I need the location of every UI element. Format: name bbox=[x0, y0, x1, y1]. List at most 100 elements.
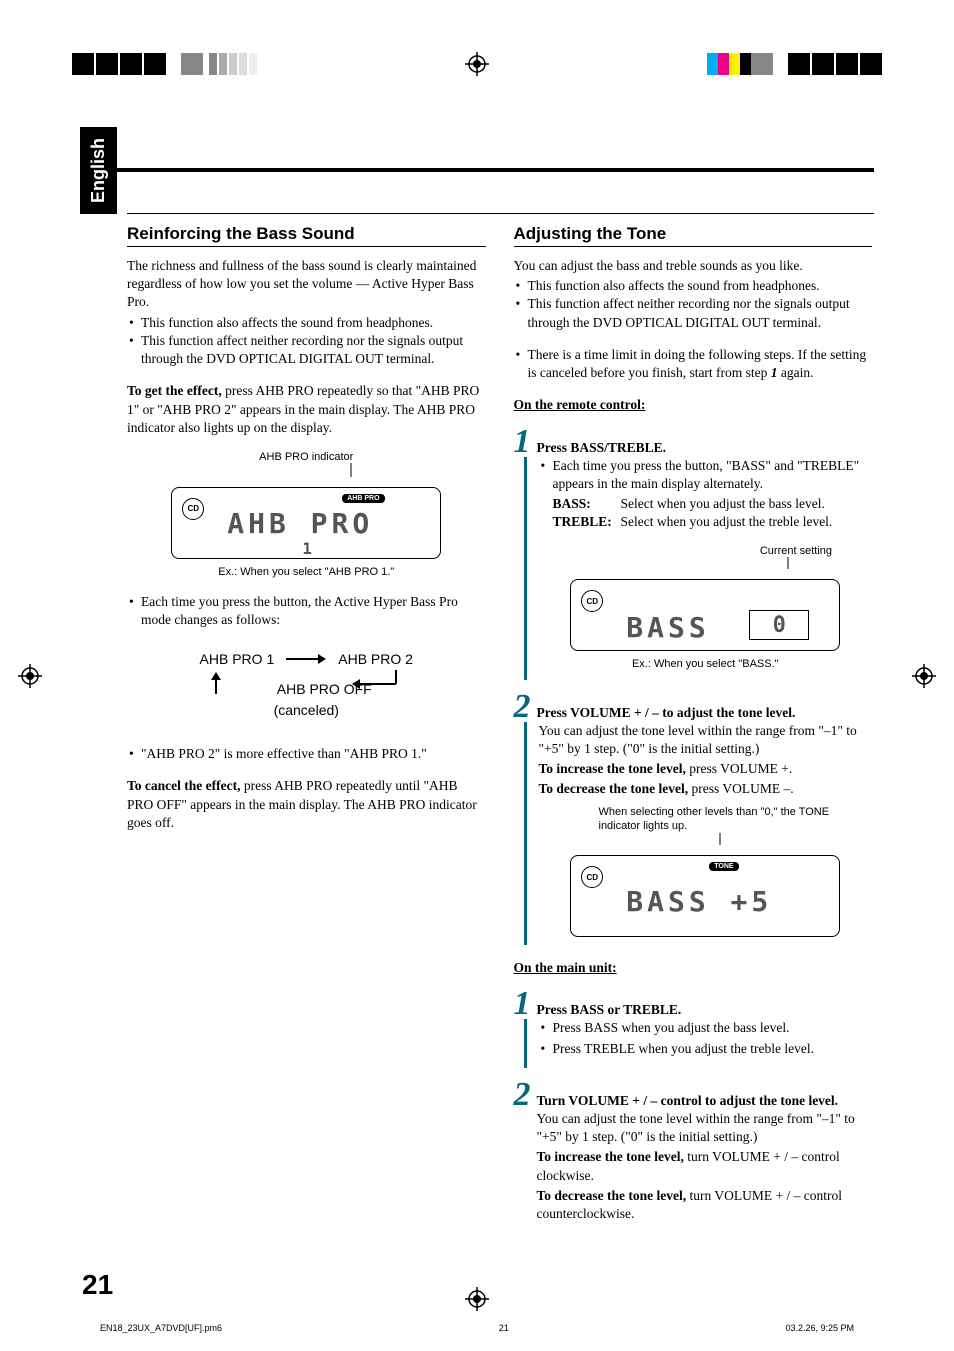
right-bullet-1: This function also affects the sound fro… bbox=[514, 277, 873, 295]
tone-indicator: TONE bbox=[709, 862, 738, 871]
footer-page: 21 bbox=[499, 1323, 509, 1333]
reg-left bbox=[0, 53, 257, 75]
flow-b: AHB PRO 2 bbox=[338, 648, 413, 670]
step2-body: You can adjust the tone level within the… bbox=[539, 722, 873, 758]
disp-cd-icon-2: CD bbox=[581, 590, 603, 612]
dec-body: press VOLUME –. bbox=[688, 781, 794, 796]
registration-target-left-icon bbox=[18, 664, 42, 688]
mstep1-bar: Press BASS when you adjust the bass leve… bbox=[524, 1019, 873, 1067]
left-bullet-2: This function affect neither recording n… bbox=[127, 332, 486, 368]
language-label: English bbox=[88, 138, 109, 203]
page-number: 21 bbox=[82, 1269, 113, 1301]
step2-bar: You can adjust the tone level within the… bbox=[524, 722, 873, 945]
left-bullet-1: This function also affects the sound fro… bbox=[127, 314, 486, 332]
content: Reinforcing the Bass Sound The richness … bbox=[127, 224, 872, 1225]
flow-a: AHB PRO 1 bbox=[200, 648, 275, 670]
mstep1-num: 1 bbox=[514, 985, 531, 1023]
disp-text-bass: BASS bbox=[626, 611, 709, 644]
mstep1-title: Press BASS or TREBLE. bbox=[537, 1001, 873, 1019]
registration-bar bbox=[0, 52, 954, 76]
right-bullets: This function also affects the sound fro… bbox=[514, 277, 873, 332]
right-bullet-2: This function affect neither recording n… bbox=[514, 295, 873, 331]
bass-label: BASS: bbox=[553, 495, 621, 513]
left-effect: To get the effect, press AHB PRO repeate… bbox=[127, 382, 486, 437]
display-ahb: CD AHB PRO AHB PRO 1 bbox=[171, 487, 441, 559]
current-setting-label: Current setting bbox=[539, 545, 873, 557]
cancel-text: To cancel the effect, press AHB PRO repe… bbox=[127, 777, 486, 832]
left-bullets: This function also affects the sound fro… bbox=[127, 314, 486, 369]
footer-date: 03.2.26, 9:25 PM bbox=[785, 1323, 854, 1333]
step2-title: Press VOLUME + / – to adjust the tone le… bbox=[537, 704, 873, 722]
press-note: Each time you press the button, the Acti… bbox=[127, 593, 486, 629]
disp-value-0: 0 bbox=[749, 610, 809, 640]
press-note-list: Each time you press the button, the Acti… bbox=[127, 593, 486, 629]
reg-right bbox=[707, 53, 954, 75]
disp-cd-icon-3: CD bbox=[581, 866, 603, 888]
step1-note: Each time you press the button, "BASS" a… bbox=[539, 457, 873, 493]
mstep1-row: 1 Press BASS or TREBLE. bbox=[514, 985, 873, 1023]
disp-text-ahb: AHB PRO bbox=[227, 507, 373, 540]
timelimit-pre: There is a time limit in doing the follo… bbox=[528, 347, 867, 380]
mstep2-body: You can adjust the tone level within the… bbox=[537, 1110, 873, 1146]
disp-sub: 1 bbox=[302, 539, 312, 558]
display-bass5: CD TONE BASS +5 bbox=[570, 855, 840, 937]
minc-lead: To increase the tone level, bbox=[537, 1149, 684, 1164]
step2-num: 2 bbox=[514, 688, 531, 726]
flow-c: AHB PRO OFF bbox=[277, 678, 372, 700]
indicator-pointer-icon bbox=[171, 463, 441, 479]
ahb-pro-indicator: AHB PRO bbox=[342, 494, 384, 503]
mstep2-num: 2 bbox=[514, 1076, 531, 1114]
mstep1-b2: Press TREBLE when you adjust the treble … bbox=[539, 1040, 873, 1058]
left-intro: The richness and fullness of the bass so… bbox=[127, 257, 486, 312]
mstep2-row: 2 Turn VOLUME + / – control to adjust th… bbox=[514, 1076, 873, 1226]
disp-cd-icon: CD bbox=[182, 498, 204, 520]
treble-label: TREBLE: bbox=[553, 513, 621, 531]
footer-file: EN18_23UX_A7DVD[UF].pm6 bbox=[100, 1323, 222, 1333]
flow-c-sub: (canceled) bbox=[166, 699, 446, 721]
right-heading: Adjusting the Tone bbox=[514, 224, 873, 247]
main-head: On the main unit: bbox=[514, 959, 873, 977]
remote-head: On the remote control: bbox=[514, 396, 873, 414]
mstep1-b1: Press BASS when you adjust the bass leve… bbox=[539, 1019, 873, 1037]
rule-top bbox=[80, 168, 874, 172]
treble-def: Select when you adjust the treble level. bbox=[621, 513, 833, 531]
right-column: Adjusting the Tone You can adjust the ba… bbox=[514, 224, 873, 1225]
timelimit: There is a time limit in doing the follo… bbox=[514, 346, 873, 382]
display-bass0: CD BASS 0 bbox=[570, 579, 840, 651]
indicator-label: AHB PRO indicator bbox=[127, 451, 486, 463]
tone-indicator-label: When selecting other levels than "0," th… bbox=[539, 805, 873, 834]
rule-mid bbox=[127, 213, 874, 214]
current-pointer-icon bbox=[570, 557, 840, 571]
arrow-right-icon bbox=[286, 653, 326, 665]
footer: EN18_23UX_A7DVD[UF].pm6 21 03.2.26, 9:25… bbox=[100, 1323, 854, 1333]
inc-lead: To increase the tone level, bbox=[539, 761, 686, 776]
left-heading: Reinforcing the Bass Sound bbox=[127, 224, 486, 247]
step1-row: 1 Press BASS/TREBLE. bbox=[514, 423, 873, 461]
timelimit-step: 1 bbox=[771, 365, 778, 380]
inc-body: press VOLUME +. bbox=[686, 761, 792, 776]
mstep2-title: Turn VOLUME + / – control to adjust the … bbox=[537, 1092, 873, 1110]
registration-target-icon bbox=[465, 52, 489, 76]
caption-ahb: Ex.: When you select "AHB PRO 1." bbox=[127, 565, 486, 579]
mdec-lead: To decrease the tone level, bbox=[537, 1188, 687, 1203]
flow-diagram: AHB PRO 1 AHB PRO 2 AHB PRO OFF (cancele… bbox=[166, 648, 446, 748]
step1-num: 1 bbox=[514, 423, 531, 461]
tone-pointer-icon bbox=[570, 833, 840, 847]
language-tab: English bbox=[80, 127, 117, 214]
step2-row: 2 Press VOLUME + / – to adjust the tone … bbox=[514, 688, 873, 726]
step1-bar: Each time you press the button, "BASS" a… bbox=[524, 457, 873, 680]
disp-text-bass5: BASS +5 bbox=[626, 885, 772, 918]
left-column: Reinforcing the Bass Sound The richness … bbox=[127, 224, 486, 1225]
step1-title: Press BASS/TREBLE. bbox=[537, 439, 873, 457]
registration-target-bottom-icon bbox=[465, 1287, 489, 1311]
timelimit-post: again. bbox=[778, 365, 814, 380]
compare-note: "AHB PRO 2" is more effective than "AHB … bbox=[127, 745, 486, 763]
compare-list: "AHB PRO 2" is more effective than "AHB … bbox=[127, 745, 486, 763]
caption-bass: Ex.: When you select "BASS." bbox=[539, 657, 873, 671]
timelimit-list: There is a time limit in doing the follo… bbox=[514, 346, 873, 382]
bass-def: Select when you adjust the bass level. bbox=[621, 495, 825, 513]
cancel-lead: To cancel the effect, bbox=[127, 778, 240, 793]
right-intro: You can adjust the bass and treble sound… bbox=[514, 257, 873, 275]
effect-lead: To get the effect, bbox=[127, 383, 222, 398]
registration-target-right-icon bbox=[912, 664, 936, 688]
